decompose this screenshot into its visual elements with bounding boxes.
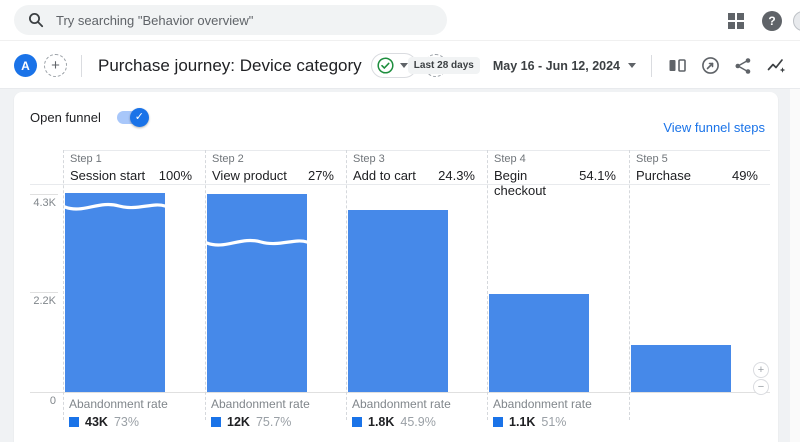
step-number: Step 4 xyxy=(494,153,526,165)
y-tick-label: 0 xyxy=(49,395,56,407)
zoom-out-button[interactable]: − xyxy=(753,379,769,395)
step-divider-dashed xyxy=(629,150,630,420)
step-number: Step 1 xyxy=(70,153,102,165)
step-divider-dashed xyxy=(346,150,347,420)
step-number: Step 2 xyxy=(212,153,244,165)
help-icon[interactable]: ? xyxy=(762,11,782,31)
step-completion-rate: 27% xyxy=(307,168,334,183)
step-header[interactable]: Step 2 View product 27% xyxy=(205,153,334,183)
abandonment-rate: 75.7% xyxy=(255,415,292,429)
truncation-wave xyxy=(205,235,309,251)
chart-x-axis-line xyxy=(30,392,770,393)
legend-swatch xyxy=(69,417,79,427)
step-name: Begin checkout xyxy=(494,168,547,198)
zoom-in-button[interactable]: + xyxy=(753,362,769,378)
step-name: View product xyxy=(212,168,287,183)
abandonment-label: Abandonment rate xyxy=(352,397,451,411)
abandonment-rate: 45.9% xyxy=(400,415,436,429)
abandonment-value: 1.1K xyxy=(509,415,536,429)
step-number: Step 5 xyxy=(636,153,668,165)
abandonment-rate: 51% xyxy=(541,415,567,429)
step-header[interactable]: Step 5 Purchase 49% xyxy=(629,153,758,183)
analysis-avatar[interactable]: A xyxy=(14,54,37,77)
step-header[interactable]: Step 4 Begin checkout 54.1% xyxy=(487,153,616,198)
step-divider-dashed xyxy=(63,150,64,420)
abandonment-value: 1.8K xyxy=(368,415,395,429)
toggle-thumb-check: ✓ xyxy=(129,108,149,127)
truncation-wave xyxy=(63,199,167,215)
step-name: Purchase xyxy=(636,168,691,183)
funnel-bar[interactable] xyxy=(348,210,448,392)
abandonment-block: Abandonment rate 1.8K 45.9% xyxy=(352,397,479,429)
chevron-down-icon xyxy=(628,63,636,68)
saved-check-icon xyxy=(377,57,394,74)
abandonment-label: Abandonment rate xyxy=(211,397,310,411)
open-funnel-toggle[interactable]: ✓ xyxy=(116,108,149,127)
chevron-down-icon xyxy=(399,63,408,68)
y-tick-label: 4.3K xyxy=(33,197,56,209)
add-analysis-button[interactable]: + xyxy=(44,54,67,77)
step-name: Add to cart xyxy=(353,168,416,183)
y-tick-label: 2.2K xyxy=(33,295,56,307)
step-header[interactable]: Step 1 Session start 100% xyxy=(63,153,192,183)
abandonment-label: Abandonment rate xyxy=(493,397,592,411)
step-divider-dashed xyxy=(205,150,206,420)
share-icon[interactable] xyxy=(733,56,753,76)
legend-swatch xyxy=(493,417,503,427)
exploration-header: A + Purchase journey: Device category + … xyxy=(0,42,800,89)
scrollbar-track[interactable] xyxy=(790,89,800,442)
divider xyxy=(651,54,652,77)
y-tick-line xyxy=(30,194,58,195)
step-completion-rate: 54.1% xyxy=(579,168,616,183)
step-completion-rate: 24.3% xyxy=(438,168,475,183)
view-funnel-steps-link[interactable]: View funnel steps xyxy=(663,120,765,135)
comparison-icon[interactable] xyxy=(667,56,687,76)
saved-status-pill[interactable] xyxy=(370,53,417,78)
funnel-bar[interactable] xyxy=(63,193,167,392)
abandonment-block: Abandonment rate 12K 75.7% xyxy=(211,397,338,429)
open-funnel-label: Open funnel xyxy=(30,110,101,125)
top-app-bar: Try searching "Behavior overview" ? xyxy=(0,0,800,41)
chart-plot-top-border xyxy=(30,184,770,185)
funnel-bar[interactable] xyxy=(205,194,309,392)
legend-swatch xyxy=(352,417,362,427)
y-tick-line xyxy=(30,392,58,393)
step-header[interactable]: Step 3 Add to cart 24.3% xyxy=(346,153,475,183)
insights-sparkline-icon[interactable] xyxy=(766,56,786,76)
account-avatar[interactable] xyxy=(793,11,800,31)
divider xyxy=(81,54,82,77)
abandonment-label: Abandonment rate xyxy=(69,397,168,411)
abandonment-block: Abandonment rate 1.1K 51% xyxy=(493,397,620,429)
chart-header-top-border xyxy=(63,150,770,151)
abandonment-block: Abandonment rate 43K 73% xyxy=(69,397,196,429)
search-input[interactable]: Try searching "Behavior overview" xyxy=(14,5,447,35)
date-preset-badge: Last 28 days xyxy=(407,57,480,74)
step-completion-rate: 49% xyxy=(731,168,758,183)
step-divider-dashed xyxy=(487,150,488,420)
abandonment-value: 43K xyxy=(85,415,108,429)
funnel-bar[interactable] xyxy=(489,294,589,392)
search-placeholder: Try searching "Behavior overview" xyxy=(56,12,254,28)
abandonment-rate: 73% xyxy=(113,415,139,429)
date-range-selector[interactable]: May 16 - Jun 12, 2024 xyxy=(493,59,636,73)
funnel-bar[interactable] xyxy=(631,345,731,392)
y-tick-line xyxy=(30,292,58,293)
insights-speed-icon[interactable] xyxy=(700,56,720,76)
step-number: Step 3 xyxy=(353,153,385,165)
search-icon xyxy=(28,12,44,28)
apps-grid-icon[interactable] xyxy=(728,13,744,29)
legend-swatch xyxy=(211,417,221,427)
page-title[interactable]: Purchase journey: Device category xyxy=(98,55,362,75)
step-name: Session start xyxy=(70,168,146,183)
abandonment-value: 12K xyxy=(227,415,250,429)
funnel-card: Open funnel ✓ View funnel steps 4.3K 2.2K… xyxy=(14,92,778,442)
step-completion-rate: 100% xyxy=(158,168,192,183)
